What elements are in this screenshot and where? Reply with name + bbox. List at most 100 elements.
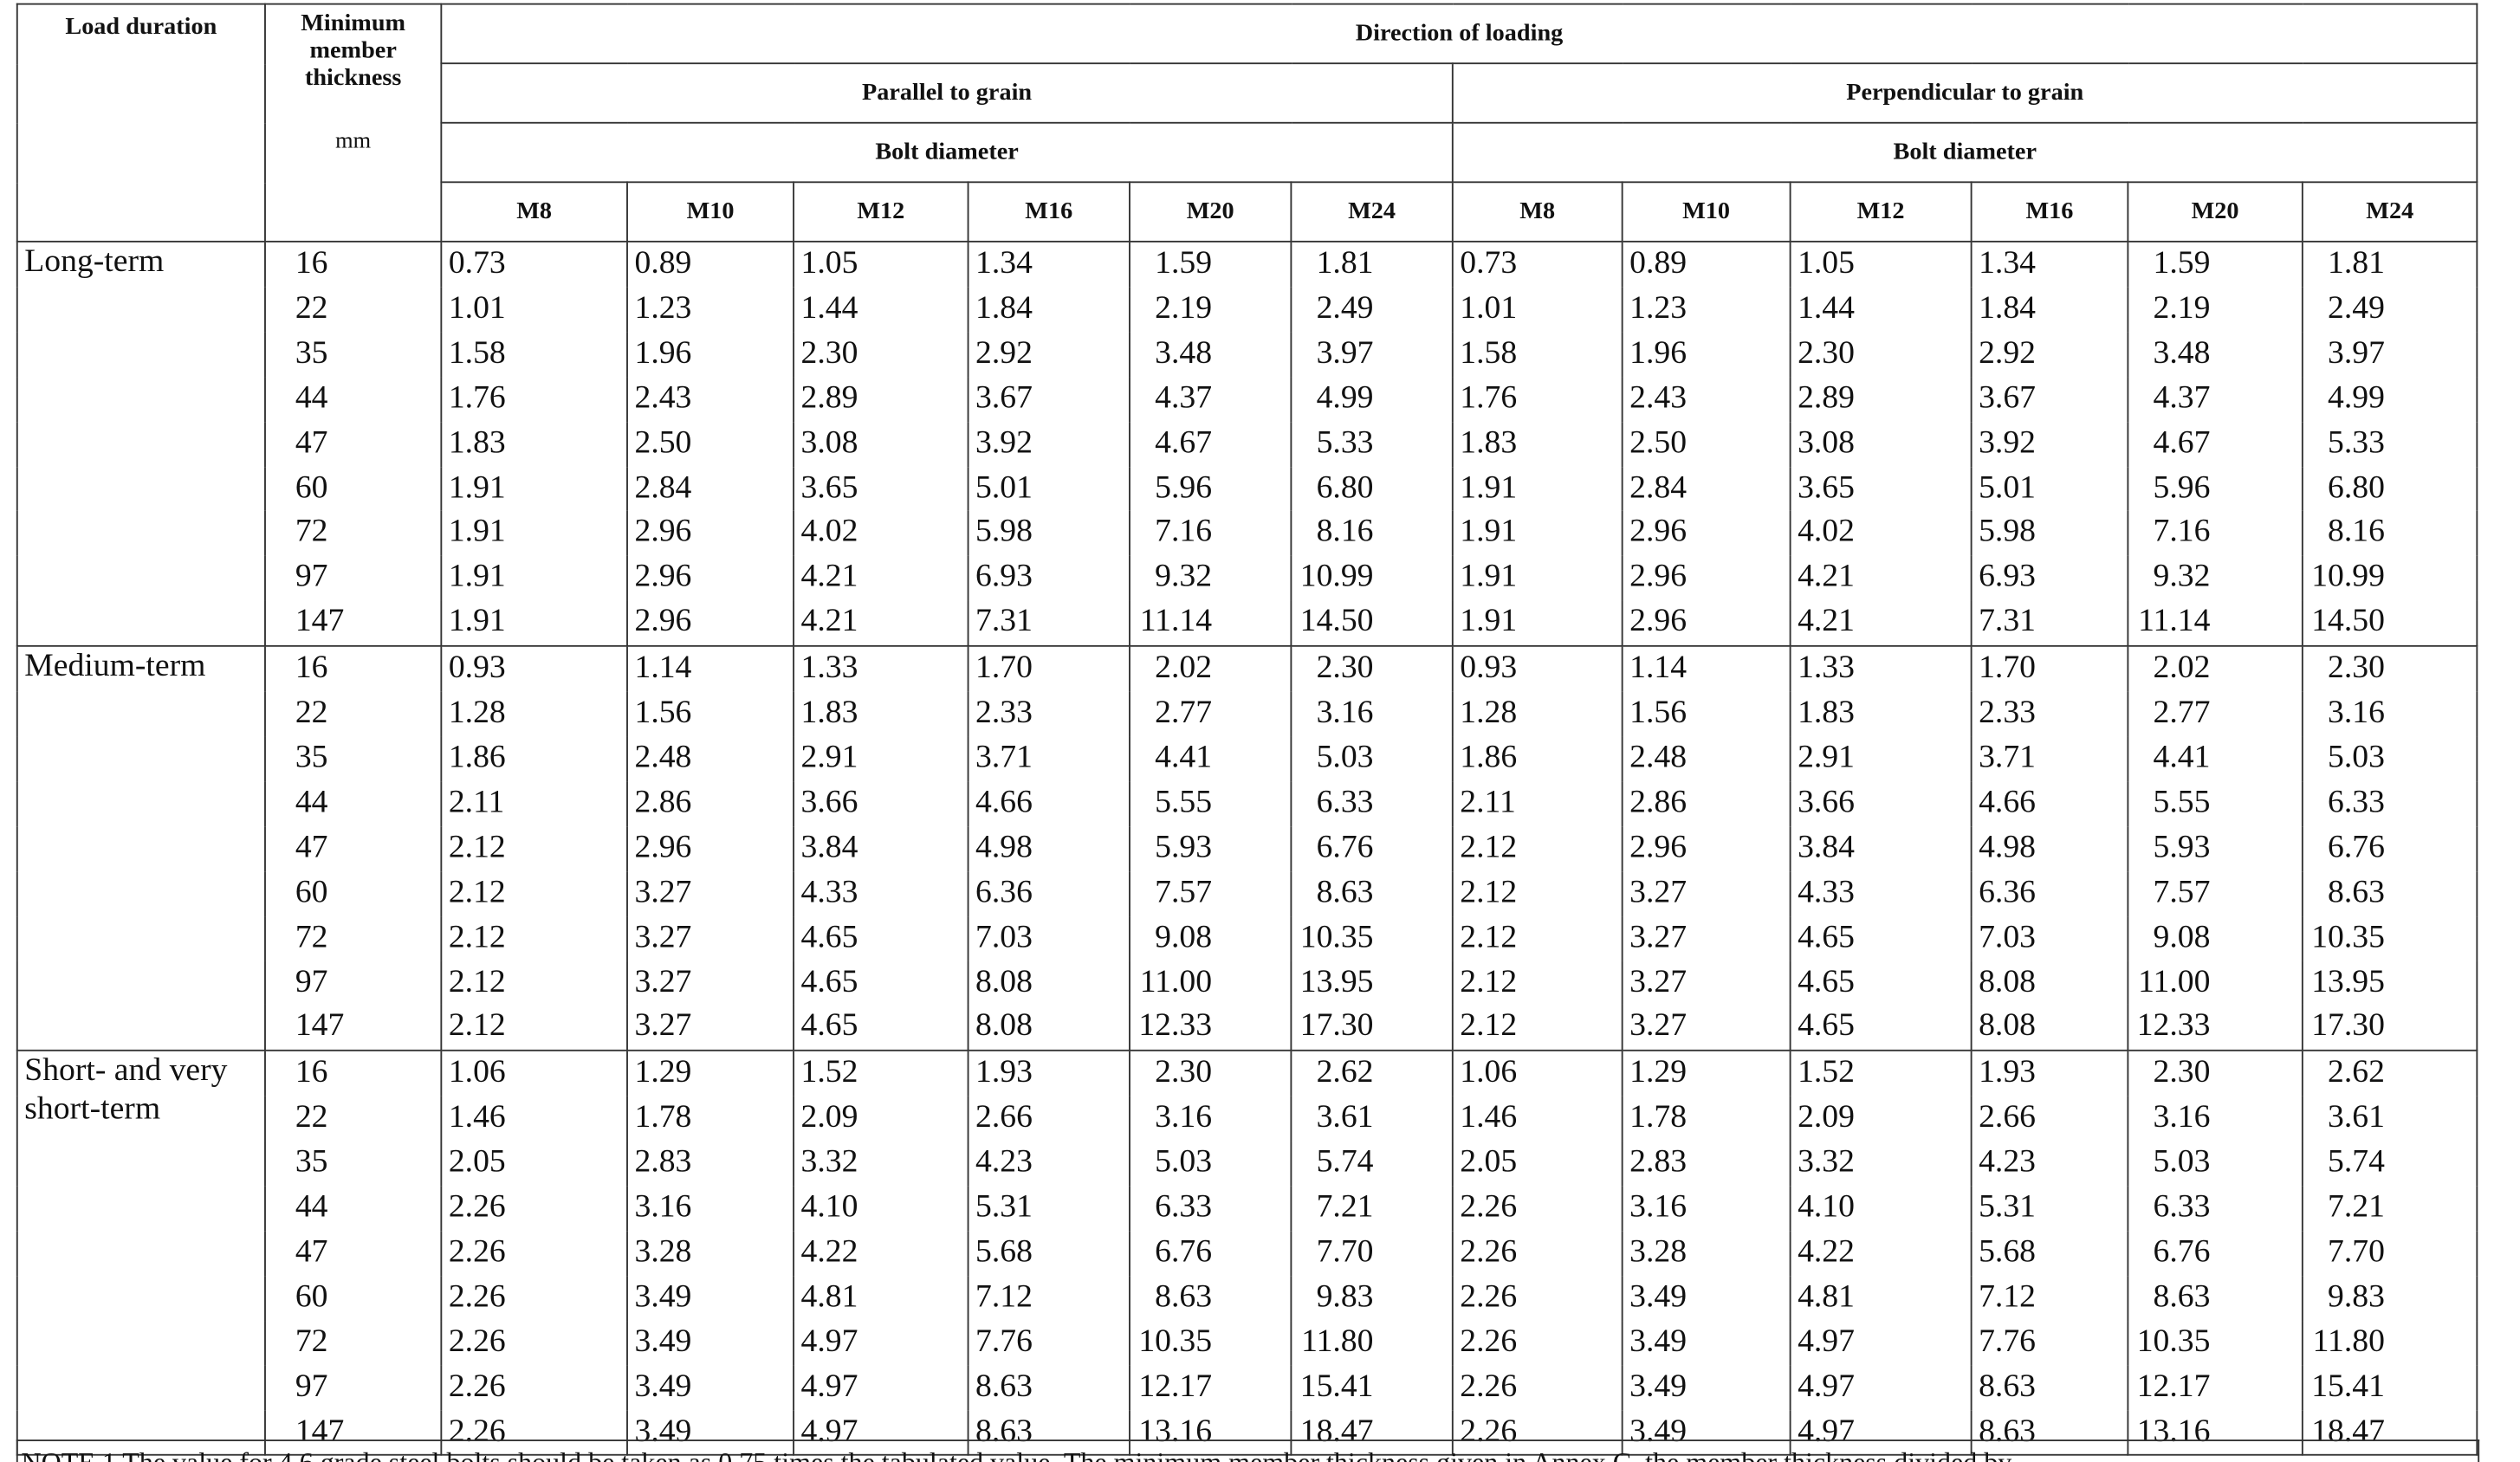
value-cell: 2.48 — [1621, 736, 1791, 782]
value-text: 1.91 — [1460, 559, 1518, 595]
size-header: M8 — [440, 181, 628, 243]
value-cell: 4.23 — [1970, 1141, 2129, 1187]
value-cell: 11.80 — [2301, 1320, 2478, 1366]
value-cell: 2.48 — [626, 736, 795, 782]
value-cell: 7.03 — [1970, 915, 2129, 961]
value-text: 4.33 — [800, 874, 858, 910]
thickness-cell: 72 — [264, 1320, 443, 1366]
value-text: 6.36 — [1979, 874, 2036, 910]
value-cell: 3.65 — [793, 466, 969, 512]
table-row: 35 2.05 2.83 3.32 4.23 5.03 5.74 2.05 2.83 3.32 4.… — [17, 1141, 2478, 1187]
value-cell: 3.32 — [1789, 1141, 1973, 1187]
value-cell: 12.33 — [2127, 1005, 2303, 1052]
value-cell: 2.49 — [2301, 287, 2478, 333]
value-text: 3.32 — [1798, 1144, 1855, 1181]
value-text: 1.28 — [1460, 695, 1518, 731]
value-cell: 1.70 — [1970, 645, 2129, 692]
value-cell: 1.86 — [440, 736, 628, 782]
value-cell: 1.83 — [793, 691, 969, 737]
value-cell: 11.00 — [2127, 961, 2303, 1006]
value-cell: 5.31 — [967, 1186, 1130, 1232]
value-cell: 2.26 — [1451, 1231, 1623, 1276]
header-text: Minimum member thickness — [301, 10, 406, 92]
value-text: 5.33 — [2328, 424, 2385, 461]
size-header: M16 — [1970, 181, 2129, 243]
value-cell: 3.27 — [626, 961, 795, 1006]
value-text: 1.01 — [1460, 290, 1518, 326]
value-cell: 8.63 — [1970, 1365, 2129, 1410]
value-cell: 1.76 — [1451, 376, 1623, 422]
value-cell: 1.91 — [1451, 600, 1623, 648]
value-text: 1.44 — [800, 290, 858, 326]
value-cell: 3.61 — [2301, 1096, 2478, 1142]
value-text: 0.89 — [634, 245, 692, 281]
value-text: 13.16 — [1138, 1413, 1213, 1449]
value-text: 5.98 — [975, 514, 1033, 550]
thickness-cell: 147 — [264, 1005, 443, 1052]
value-text: 2.12 — [448, 963, 506, 999]
value-text: 7.21 — [1316, 1189, 1374, 1225]
value-text: 2.83 — [634, 1144, 692, 1181]
value-text: 7.57 — [1155, 874, 1213, 910]
thickness-cell: 72 — [264, 915, 443, 961]
value-cell: 11.14 — [1129, 600, 1292, 648]
value-text: 6.93 — [975, 559, 1033, 595]
value-cell: 4.67 — [2127, 421, 2303, 467]
value-text: 0.93 — [448, 650, 506, 686]
value-cell: 5.55 — [1129, 781, 1292, 826]
value-text: 2.12 — [1460, 874, 1518, 910]
value-text: 8.08 — [1979, 963, 2036, 999]
value-cell: 3.67 — [967, 376, 1130, 422]
value-cell: 7.31 — [967, 600, 1130, 648]
value-text: 1.91 — [448, 469, 506, 505]
value-cell: 2.30 — [1129, 1050, 1292, 1097]
thickness-cell: 60 — [264, 870, 443, 916]
value-cell: 6.80 — [2301, 466, 2478, 512]
value-cell: 3.92 — [967, 421, 1130, 467]
value-cell: 8.63 — [1290, 870, 1454, 916]
value-cell: 2.89 — [793, 376, 969, 422]
value-text: 2.26 — [448, 1233, 506, 1270]
value-cell: 4.33 — [1789, 870, 1973, 916]
value-cell: 17.30 — [1290, 1005, 1454, 1052]
value-text: 3.08 — [800, 424, 858, 461]
value-text: 2.83 — [1629, 1144, 1688, 1181]
value-cell: 1.29 — [626, 1050, 795, 1097]
value-cell: 3.16 — [1129, 1096, 1292, 1142]
value-text: 5.03 — [2328, 740, 2385, 775]
value-text: 4.23 — [1979, 1144, 2036, 1181]
value-cell: 4.99 — [2301, 376, 2478, 422]
value-text: 18.47 — [2311, 1413, 2385, 1449]
value-text: 2.12 — [448, 829, 506, 865]
value-text: 2.11 — [448, 784, 505, 820]
value-cell: 1.86 — [1451, 736, 1623, 782]
table-row: 72 2.12 3.27 4.65 7.03 9.08 10.35 2.12 3.27 4.65 7… — [17, 915, 2478, 961]
value-text: 0.73 — [1460, 245, 1518, 281]
value-cell: 10.99 — [2301, 555, 2478, 601]
value-text: 9.83 — [1316, 1278, 1374, 1315]
value-text: 3.67 — [975, 379, 1033, 416]
value-cell: 13.16 — [2127, 1409, 2303, 1457]
value-cell: 9.08 — [2127, 915, 2303, 961]
value-cell: 8.16 — [1290, 511, 1454, 556]
value-text: 13.16 — [2136, 1413, 2211, 1449]
value-text: 7.76 — [1979, 1323, 2036, 1360]
value-text: 3.92 — [975, 424, 1033, 461]
value-cell: 2.62 — [1290, 1050, 1454, 1097]
value-cell: 1.01 — [440, 287, 628, 333]
value-cell: 4.10 — [1789, 1186, 1973, 1232]
value-text: 4.21 — [800, 604, 858, 639]
value-text: 4.65 — [1798, 919, 1855, 954]
value-cell: 1.91 — [1451, 511, 1623, 556]
value-text: 3.49 — [1629, 1368, 1688, 1404]
value-cell: 5.93 — [2127, 825, 2303, 871]
value-cell: 8.63 — [1129, 1275, 1292, 1321]
value-cell: 1.78 — [626, 1096, 795, 1142]
value-cell: 4.81 — [1789, 1275, 1973, 1321]
value-cell: 9.32 — [2127, 555, 2303, 601]
value-text: 5.55 — [1155, 784, 1213, 820]
value-cell: 4.21 — [793, 555, 969, 601]
value-text: 1.83 — [448, 424, 506, 461]
value-text: 8.63 — [1155, 1278, 1213, 1315]
